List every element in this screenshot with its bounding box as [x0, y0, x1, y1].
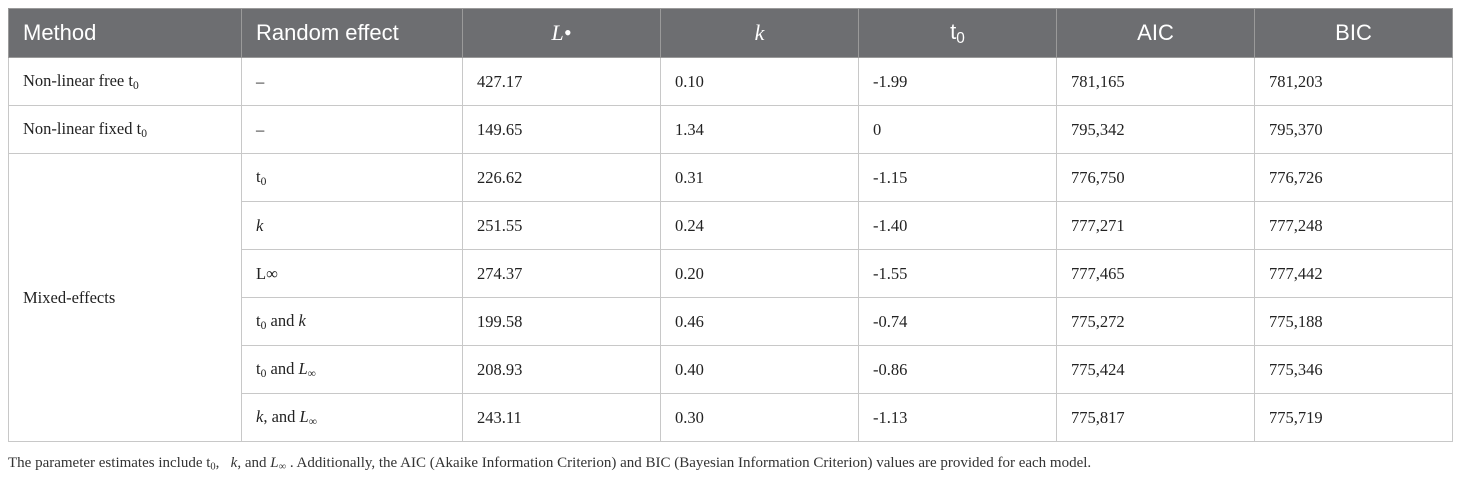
t0-cell: -1.55 — [858, 249, 1057, 298]
bic-cell: 777,248 — [1254, 201, 1453, 250]
l-cell: 274.37 — [462, 249, 661, 298]
header-bic: BIC — [1254, 8, 1453, 58]
header-random-effect: Random effect — [241, 8, 463, 58]
aic-cell: 777,465 — [1056, 249, 1255, 298]
bic-cell: 775,346 — [1254, 345, 1453, 394]
header-aic: AIC — [1056, 8, 1255, 58]
header-l-infinity: L• — [462, 8, 661, 58]
bic-cell: 777,442 — [1254, 249, 1453, 298]
k-cell: 0.40 — [660, 345, 859, 394]
aic-cell: 795,342 — [1056, 105, 1255, 154]
table-row: Non-linear fixed t0 – 149.65 1.34 0 795,… — [8, 105, 1453, 154]
k-cell: 0.30 — [660, 393, 859, 442]
bic-cell: 776,726 — [1254, 153, 1453, 202]
k-cell: 0.24 — [660, 201, 859, 250]
k-cell: 0.46 — [660, 297, 859, 346]
l-cell: 226.62 — [462, 153, 661, 202]
aic-cell: 775,424 — [1056, 345, 1255, 394]
l-cell: 199.58 — [462, 297, 661, 346]
k-cell: 0.10 — [660, 57, 859, 106]
t0-cell: 0 — [858, 105, 1057, 154]
t0-cell: -1.13 — [858, 393, 1057, 442]
table-row: L∞ 274.37 0.20 -1.55 777,465 777,442 — [9, 249, 1453, 298]
k-cell: 0.20 — [660, 249, 859, 298]
results-table-container: Method Random effect L• k t0 AIC BIC Non… — [8, 8, 1453, 442]
method-cell: Non-linear fixed t0 — [8, 105, 242, 154]
random-effect-cell: t0 and L∞ — [241, 345, 463, 394]
header-row: Method Random effect L• k t0 AIC BIC — [8, 8, 1453, 58]
table-row: k, and L∞ 243.11 0.30 -1.13 775,817 775,… — [9, 393, 1453, 442]
random-effect-cell: t0 — [241, 153, 463, 202]
table-row: k 251.55 0.24 -1.40 777,271 777,248 — [9, 201, 1453, 250]
table-row: t0 and k 199.58 0.46 -0.74 775,272 775,1… — [9, 297, 1453, 346]
random-effect-cell: – — [241, 105, 463, 154]
table-row: Non-linear free t0 – 427.17 0.10 -1.99 7… — [8, 57, 1453, 106]
header-t0: t0 — [858, 8, 1057, 58]
random-effect-cell: t0 and k — [241, 297, 463, 346]
l-cell: 251.55 — [462, 201, 661, 250]
results-table: Method Random effect L• k t0 AIC BIC Non… — [8, 8, 1453, 442]
t0-cell: -0.74 — [858, 297, 1057, 346]
random-effect-cell: L∞ — [241, 249, 463, 298]
bic-cell: 781,203 — [1254, 57, 1453, 106]
aic-cell: 775,817 — [1056, 393, 1255, 442]
l-cell: 149.65 — [462, 105, 661, 154]
l-cell: 208.93 — [462, 345, 661, 394]
aic-cell: 781,165 — [1056, 57, 1255, 106]
l-cell: 243.11 — [462, 393, 661, 442]
l-cell: 427.17 — [462, 57, 661, 106]
bic-cell: 775,719 — [1254, 393, 1453, 442]
aic-cell: 775,272 — [1056, 297, 1255, 346]
random-effect-cell: – — [241, 57, 463, 106]
k-cell: 0.31 — [660, 153, 859, 202]
header-method: Method — [8, 8, 242, 58]
method-cell: Non-linear free t0 — [8, 57, 242, 106]
t0-cell: -1.15 — [858, 153, 1057, 202]
k-cell: 1.34 — [660, 105, 859, 154]
bic-cell: 795,370 — [1254, 105, 1453, 154]
random-effect-cell: k, and L∞ — [241, 393, 463, 442]
random-effect-cell: k — [241, 201, 463, 250]
table-row: Mixed-effects t0 226.62 0.31 -1.15 776,7… — [8, 153, 1453, 442]
aic-cell: 777,271 — [1056, 201, 1255, 250]
aic-cell: 776,750 — [1056, 153, 1255, 202]
t0-cell: -0.86 — [858, 345, 1057, 394]
table-caption: The parameter estimates include t0, k, a… — [8, 455, 1092, 473]
t0-cell: -1.40 — [858, 201, 1057, 250]
t0-cell: -1.99 — [858, 57, 1057, 106]
method-cell-mixed: Mixed-effects — [8, 153, 242, 442]
header-k: k — [660, 8, 859, 58]
table-row: t0 and L∞ 208.93 0.40 -0.86 775,424 775,… — [9, 345, 1453, 394]
bic-cell: 775,188 — [1254, 297, 1453, 346]
